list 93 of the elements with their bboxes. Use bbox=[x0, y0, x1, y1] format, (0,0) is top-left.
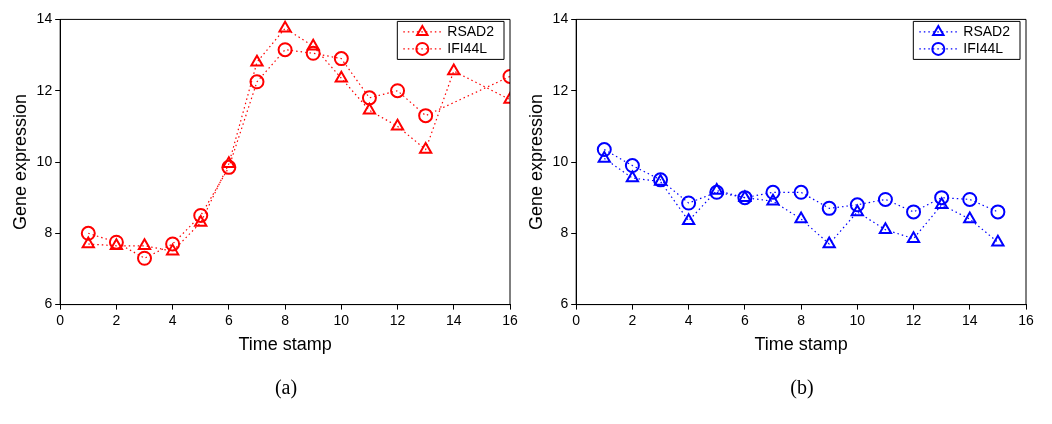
y-axis-title: Gene expression bbox=[9, 93, 30, 231]
point bbox=[306, 38, 320, 51]
point bbox=[334, 70, 348, 83]
x-tick-label: 2 bbox=[628, 311, 637, 328]
text: (b) bbox=[789, 376, 815, 399]
y-tick-label: 8 bbox=[560, 224, 569, 241]
point bbox=[596, 142, 612, 158]
point bbox=[906, 204, 922, 220]
point bbox=[682, 213, 696, 226]
point bbox=[333, 51, 349, 67]
x-tick-label: 0 bbox=[56, 311, 65, 328]
x-axis-title: Time stamp bbox=[238, 334, 332, 355]
point bbox=[362, 102, 377, 115]
y-tick-label: 8 bbox=[44, 224, 53, 241]
point bbox=[447, 63, 461, 76]
x-tick-label: 16 bbox=[502, 311, 518, 328]
y-tick-label: 6 bbox=[560, 295, 569, 312]
legend-label: RSAD2 bbox=[963, 22, 1011, 39]
point bbox=[277, 42, 293, 58]
point bbox=[624, 158, 640, 174]
point bbox=[991, 234, 1005, 247]
point bbox=[305, 45, 321, 61]
point bbox=[963, 211, 977, 224]
y-tick-label: 12 bbox=[36, 81, 53, 98]
x-tick-label: 4 bbox=[168, 311, 177, 328]
x-tick-label: 0 bbox=[572, 311, 581, 328]
point bbox=[962, 191, 978, 207]
x-tick-label: 14 bbox=[961, 311, 978, 328]
legend-label: IFI44L bbox=[447, 39, 488, 56]
x-tick-label: 2 bbox=[112, 311, 121, 328]
x-axis-title: Time stamp bbox=[754, 334, 848, 355]
point bbox=[849, 197, 865, 213]
point bbox=[222, 156, 236, 169]
y-tick-label: 12 bbox=[552, 81, 569, 98]
point bbox=[906, 231, 921, 243]
x-tick-label: 16 bbox=[1018, 311, 1034, 328]
point bbox=[737, 190, 753, 206]
point bbox=[194, 215, 208, 227]
point bbox=[390, 83, 406, 99]
point bbox=[137, 238, 152, 251]
y-tick-label: 14 bbox=[552, 10, 569, 27]
y-axis-title: Gene expression bbox=[525, 93, 546, 231]
x-tick-label: 8 bbox=[281, 311, 290, 328]
legend-label: IFI44L bbox=[963, 39, 1004, 56]
y-tick-label: 14 bbox=[36, 10, 53, 27]
point bbox=[710, 183, 724, 195]
point bbox=[793, 184, 809, 200]
point bbox=[821, 200, 837, 216]
x-tick-label: 6 bbox=[740, 311, 749, 328]
x-tick-label: 12 bbox=[389, 311, 406, 328]
point bbox=[390, 118, 405, 131]
point bbox=[794, 211, 808, 224]
x-tick-label: 4 bbox=[684, 311, 693, 328]
point bbox=[221, 159, 237, 175]
x-tick-label: 12 bbox=[905, 311, 922, 328]
point bbox=[166, 243, 180, 256]
point bbox=[625, 170, 640, 183]
legend-label: RSAD2 bbox=[447, 22, 495, 39]
y-tick-label: 10 bbox=[552, 152, 569, 169]
point bbox=[109, 238, 124, 251]
x-tick-label: 10 bbox=[333, 311, 350, 328]
point bbox=[81, 236, 95, 249]
x-tick-label: 8 bbox=[797, 311, 806, 328]
y-tick-label: 6 bbox=[44, 295, 53, 312]
point bbox=[709, 184, 725, 200]
point bbox=[137, 250, 153, 266]
x-tick-label: 14 bbox=[445, 311, 462, 328]
x-tick-label: 6 bbox=[224, 311, 233, 328]
point bbox=[165, 236, 181, 252]
point bbox=[934, 190, 950, 206]
point bbox=[193, 207, 209, 223]
point bbox=[935, 197, 949, 210]
point bbox=[653, 172, 669, 188]
point bbox=[249, 74, 265, 90]
point bbox=[108, 234, 124, 250]
point bbox=[361, 90, 377, 106]
x-tick-label: 10 bbox=[849, 311, 866, 328]
point bbox=[850, 204, 864, 217]
point bbox=[418, 108, 434, 124]
point bbox=[738, 190, 752, 202]
point bbox=[250, 54, 264, 67]
point bbox=[877, 191, 893, 207]
point bbox=[419, 142, 433, 154]
point bbox=[80, 225, 96, 241]
point bbox=[765, 184, 781, 200]
point bbox=[822, 236, 836, 249]
point bbox=[766, 193, 780, 206]
point bbox=[278, 20, 292, 33]
point bbox=[878, 222, 893, 234]
text: (a) bbox=[273, 376, 299, 399]
y-tick-label: 10 bbox=[36, 152, 53, 169]
point bbox=[990, 204, 1006, 220]
point bbox=[681, 195, 697, 211]
